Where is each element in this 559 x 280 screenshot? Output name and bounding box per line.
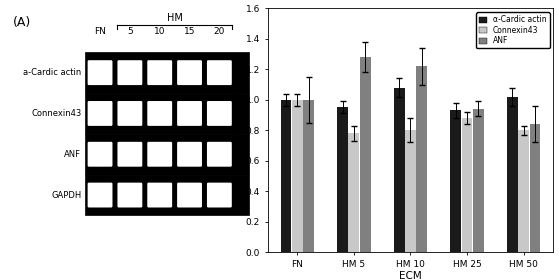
Bar <box>348 133 359 252</box>
Bar <box>360 57 371 252</box>
FancyBboxPatch shape <box>177 183 202 207</box>
FancyBboxPatch shape <box>85 52 249 93</box>
FancyBboxPatch shape <box>88 101 112 126</box>
FancyBboxPatch shape <box>147 142 172 167</box>
FancyBboxPatch shape <box>85 134 249 175</box>
FancyBboxPatch shape <box>177 101 202 126</box>
Bar <box>462 118 472 252</box>
FancyBboxPatch shape <box>207 183 232 207</box>
FancyBboxPatch shape <box>147 60 172 85</box>
Text: FN: FN <box>94 27 106 36</box>
Bar <box>473 109 484 252</box>
Bar <box>281 100 291 252</box>
Text: Connexin43: Connexin43 <box>31 109 82 118</box>
Bar <box>416 66 427 252</box>
FancyBboxPatch shape <box>207 142 232 167</box>
Text: (A): (A) <box>13 16 31 29</box>
Text: HM: HM <box>167 13 183 23</box>
X-axis label: ECM: ECM <box>399 271 422 280</box>
FancyBboxPatch shape <box>207 101 232 126</box>
FancyBboxPatch shape <box>88 60 112 85</box>
FancyBboxPatch shape <box>88 142 112 167</box>
FancyBboxPatch shape <box>88 183 112 207</box>
Text: 10: 10 <box>154 27 165 36</box>
Bar <box>405 130 416 252</box>
Bar <box>337 107 348 252</box>
FancyBboxPatch shape <box>117 142 143 167</box>
Text: ANF: ANF <box>64 150 82 159</box>
Y-axis label: Relative expression level (fold): Relative expression level (fold) <box>234 60 243 200</box>
FancyBboxPatch shape <box>177 142 202 167</box>
FancyBboxPatch shape <box>147 101 172 126</box>
Text: 5: 5 <box>127 27 132 36</box>
FancyBboxPatch shape <box>117 183 143 207</box>
FancyBboxPatch shape <box>85 175 249 216</box>
Bar <box>530 124 541 252</box>
Legend: α-Cardic actin, Connexin43, ANF: α-Cardic actin, Connexin43, ANF <box>476 12 549 48</box>
FancyBboxPatch shape <box>117 101 143 126</box>
Text: 20: 20 <box>214 27 225 36</box>
FancyBboxPatch shape <box>147 183 172 207</box>
FancyBboxPatch shape <box>85 93 249 134</box>
FancyBboxPatch shape <box>117 60 143 85</box>
FancyBboxPatch shape <box>177 60 202 85</box>
FancyBboxPatch shape <box>207 60 232 85</box>
Text: 15: 15 <box>184 27 195 36</box>
Text: a-Cardic actin: a-Cardic actin <box>23 68 82 77</box>
Bar <box>394 88 405 252</box>
Bar <box>303 100 314 252</box>
Bar <box>292 100 302 252</box>
Bar <box>451 110 461 252</box>
Text: GAPDH: GAPDH <box>51 191 82 200</box>
Bar <box>518 130 529 252</box>
Bar <box>507 97 518 252</box>
